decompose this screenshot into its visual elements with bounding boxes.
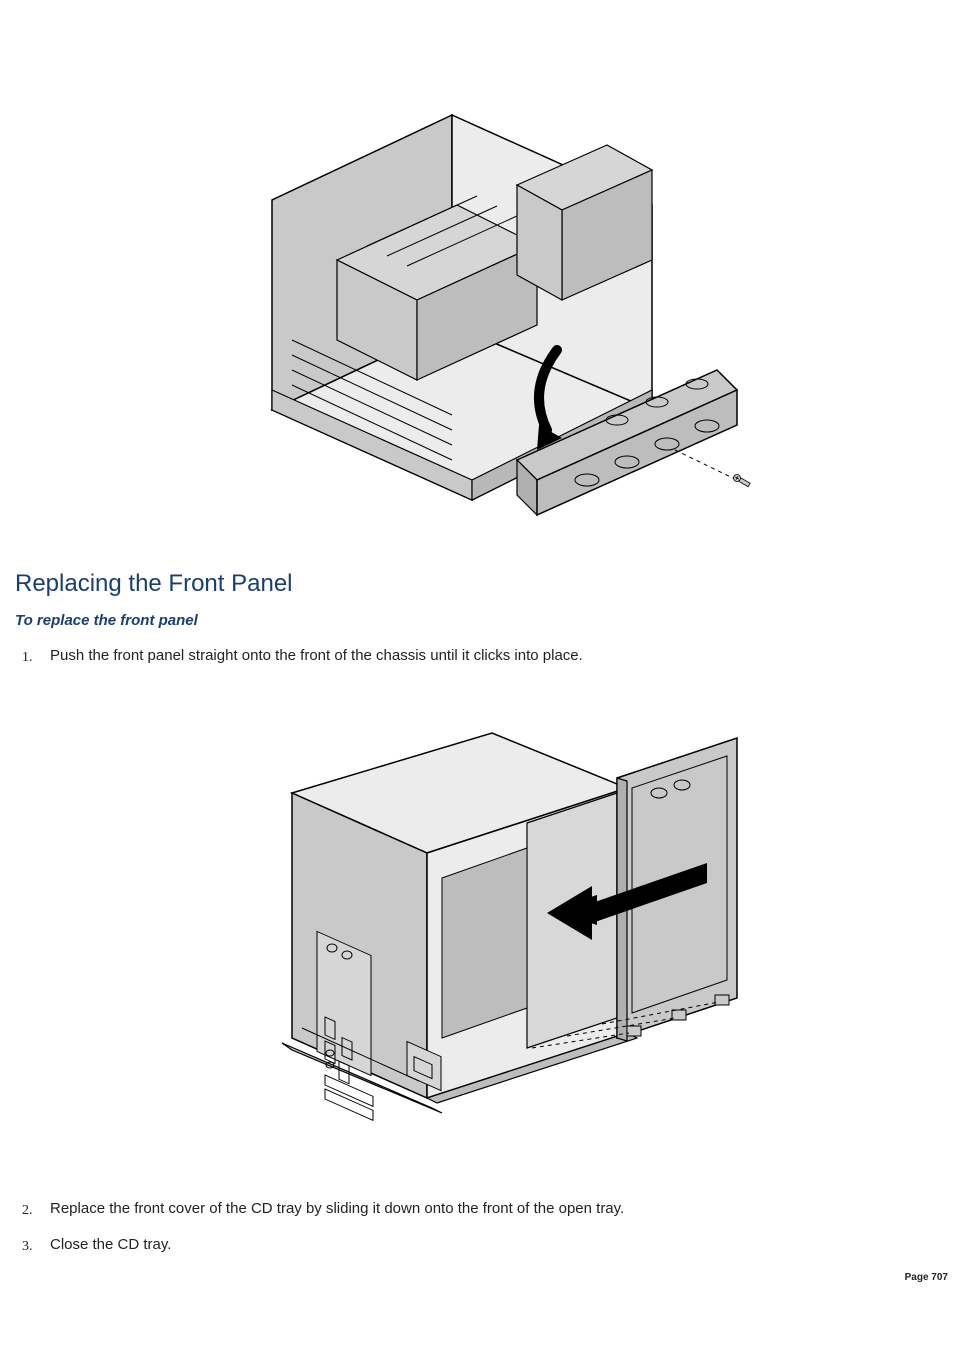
sub-heading: To replace the front panel — [15, 612, 939, 629]
step-text: Replace the front cover of the CD tray b… — [50, 1200, 624, 1217]
front-panel-attach-diagram — [197, 698, 757, 1168]
step-text: Close the CD tray. — [50, 1236, 171, 1253]
figure-2-container — [15, 698, 939, 1168]
section-heading: Replacing the Front Panel — [15, 570, 939, 598]
figure-1-container — [15, 30, 939, 530]
step-item: 1. Push the front panel straight onto th… — [50, 645, 939, 668]
chassis-side-panel-diagram — [177, 30, 777, 530]
step-number: 3. — [22, 1236, 33, 1257]
steps-list: 1. Push the front panel straight onto th… — [15, 645, 939, 668]
step-item: 3. Close the CD tray. — [50, 1234, 939, 1257]
step-item: 2. Replace the front cover of the CD tra… — [50, 1198, 939, 1221]
step-number: 1. — [22, 647, 33, 668]
steps-list-continued: 2. Replace the front cover of the CD tra… — [15, 1198, 939, 1257]
step-text: Push the front panel straight onto the f… — [50, 647, 583, 664]
page-number: Page 707 — [905, 1272, 948, 1283]
step-number: 2. — [22, 1200, 33, 1221]
